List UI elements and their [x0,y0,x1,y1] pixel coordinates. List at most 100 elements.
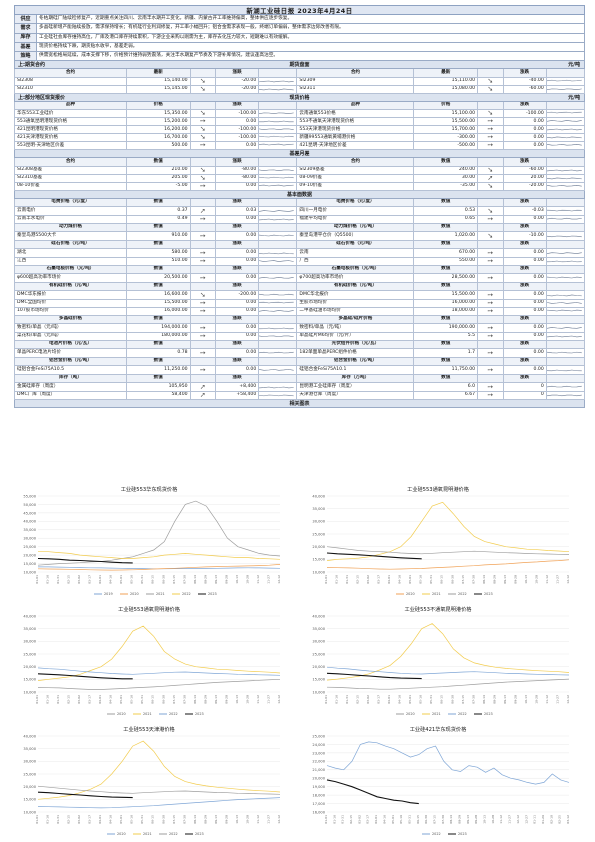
row-label: DMC华北报价 [296,291,414,300]
column-header: 涨跌 [502,101,547,111]
column-header [545,282,586,292]
x-tick-label: 05-16 [130,575,134,584]
sparkline [259,386,294,388]
section-left-label: 上:期货合约 [18,62,46,69]
x-tick-label: 09-13 [214,575,218,584]
group-header-table: 硅石价格（元/吨） 数值 涨跌 硅石价格（元/吨） 数值 涨跌 [14,240,586,250]
x-tick-label: 08-29 [203,695,207,704]
column-header: 涨跌 [214,357,259,367]
x-tick-label: 12-12 [277,575,281,584]
y-tick-label: 40,000 [23,734,36,738]
sparkline [547,112,582,114]
y-tick-label: 25,000 [23,772,36,776]
row-value: 0.49 [125,215,191,224]
table-row: 秦皇岛港5500大卡 910.00 ➙ 0.00 秦皇岛港平仓价（Q5500） 1,020… [14,232,586,241]
x-tick-label: 04-16 [109,575,113,584]
x-tick-label: 05-31 [429,695,433,704]
table-row: 菜花料/单晶（元/吨） 180,000.00 ➙ 0.00 单晶硅片M6均价（元/片） 5… [14,332,586,341]
column-header [189,265,216,275]
row-value: -500.00 [413,141,478,151]
legend-label: 2022 [182,592,191,596]
legend-label: 2020 [406,712,415,716]
sparkline [259,218,294,221]
y-tick-label: 15,000 [23,678,36,682]
x-tick-label: 04-01 [374,815,378,824]
column-header [189,198,216,208]
sparkline-cell [258,125,297,135]
y-tick-label: 10,000 [23,810,36,814]
column-header [545,315,586,325]
trend-arrow-icon: ➙ [189,117,216,127]
x-tick-label: 09-13 [214,815,218,824]
y-tick-label: 25,000 [23,652,36,656]
summary-label: 供应 [15,15,37,25]
x-tick-label: 07-30 [182,695,186,704]
sparkline-cell [545,324,586,333]
group-header-row: 铝合金价格（元/吨） 数值 涨跌 铝合金价格（元/吨） 数值 涨跌 [14,357,586,367]
column-header: 数值 [413,265,478,275]
y-tick-label: 30,000 [23,537,36,541]
y-tick-label: 18,000 [312,794,325,798]
row-value: 105,950 [125,383,191,392]
row-value: 0.78 [125,349,191,358]
column-header [258,315,297,325]
chart-title: 工业硅421华东现货价格 [409,727,467,733]
y-tick-label: 40,000 [312,614,325,618]
sparkline [259,260,295,262]
x-tick-label: 04-16 [109,815,113,824]
y-tick-label: 15,000 [23,562,36,566]
y-tick-label: 10,000 [312,690,325,694]
trend-arrow-icon: ➘ [477,207,503,216]
series-line-2023 [326,672,422,680]
x-tick-label: 01-31 [56,575,60,584]
row-label: 广西 [296,257,414,266]
chart-title: 工业硅553天津港价格 [123,727,175,733]
row-change: -80.00 [214,166,259,175]
legend-label: 2022 [432,832,441,836]
x-tick-label: 01-01 [35,815,39,824]
column-header: 多晶硅/硅片价格 [296,315,414,325]
row-value: 15,145.00 [125,85,191,94]
row-label: 致密料/单晶（元/吨） [14,324,127,333]
sparkline-cell [258,133,297,143]
chart-plot: 25,000 24,000 23,000 22,000 21,000 20,000 19,0… [312,734,570,836]
row-value: 1,020.00 [413,232,478,241]
x-tick-label: 07-30 [182,575,186,584]
sparkline-cell [545,166,586,175]
x-tick-label: 03-17 [88,815,92,824]
y-tick-label: 30,000 [23,760,36,764]
x-tick-label: 11-27 [508,815,512,824]
x-tick-label: 12-27 [524,815,528,824]
row-change: +58,400 [214,391,259,400]
x-tick-label: 05-16 [419,575,423,584]
group-header-table: 石墨电极价格（元/吨） 数值 涨跌 石墨电极价格（元/吨） 数值 涨跌 [14,265,586,275]
x-tick-label: 09-28 [224,695,228,704]
x-tick-label: 03-02 [366,575,370,584]
legend-label: 2020 [406,592,415,596]
y-tick-label: 25,000 [312,532,325,536]
sparkline-cell [545,391,586,400]
row-change: 0.00 [214,299,259,308]
sparkline [547,120,582,123]
row-label: φ600超高功率市场价 [14,274,127,283]
table-row: 湖北 580.00 ➙ 0.00 云南 670.00 ➙ 0.00 [14,249,586,258]
line-chart: 工业硅553不通氧昆明港价格 40,000 35,000 30,000 25,000 20… [303,606,573,718]
group-header-row: 硅石价格（元/吨） 数值 涨跌 硅石价格（元/吨） 数值 涨跌 [14,240,586,250]
x-tick-label: 02-15 [67,695,71,704]
row-change: 0.00 [214,274,259,283]
row-value: 20,500.00 [125,274,191,283]
column-header [258,198,297,208]
table-row: φ600超高功率市场价 20,500.00 ➙ 0.00 φ700超高功率市场价 28,5… [14,274,586,283]
trend-arrow-icon: ➙ [189,182,216,191]
column-header: 电池片价格（元/瓦） [14,340,127,350]
x-tick-label: 09-28 [513,695,517,704]
y-tick-label: 30,000 [312,640,325,644]
column-header: 涨跌 [214,315,259,325]
table-row: 单晶PERC电池片均价 0.78 ➙ 0.00 182单面单晶PERC组件价格 1.7 ➙ 0… [14,349,586,358]
sparkline [259,184,294,187]
column-header: 数值 [125,374,191,384]
section-title: 期货盘面 [289,62,310,69]
sparkline [259,310,295,312]
sparkline-cell [258,85,297,94]
sparkline [547,351,582,354]
